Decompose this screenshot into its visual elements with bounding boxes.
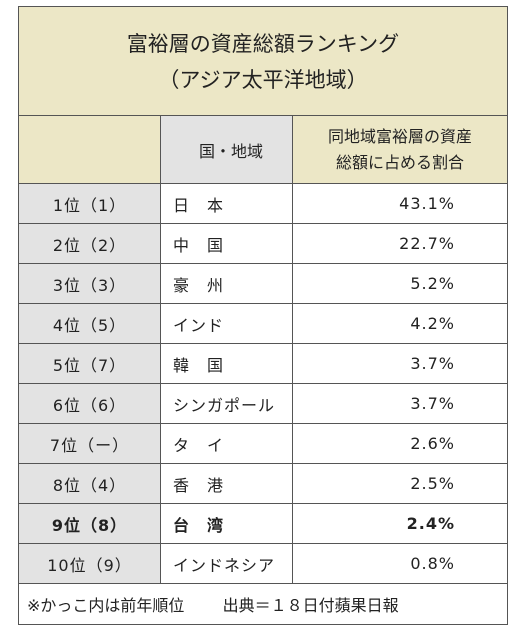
table-row: 6位（6） シンガポール 3.7% — [18, 383, 508, 424]
share-cell: 3.7% — [292, 343, 508, 384]
country-cell: 豪 州 — [160, 263, 293, 304]
rank-cell: 7位（ー） — [18, 423, 161, 464]
share-cell: 2.4% — [292, 503, 508, 544]
footer-note: ※かっこ内は前年順位 — [27, 596, 185, 615]
title-line-2: （アジア太平洋地域） — [158, 68, 368, 92]
share-cell: 4.2% — [292, 303, 508, 344]
header-country: 国・地域 — [160, 115, 293, 184]
header-rank-cell — [18, 115, 161, 184]
rank-cell: 8位（4） — [18, 463, 161, 504]
rank-cell: 2位（2） — [18, 223, 161, 264]
rank-cell: 6位（6） — [18, 383, 161, 424]
table-footer: ※かっこ内は前年順位 出典＝１８日付蘋果日報 — [18, 583, 508, 625]
country-cell: シンガポール — [160, 383, 293, 424]
share-cell: 22.7% — [292, 223, 508, 264]
country-cell: 台 湾 — [160, 503, 293, 544]
header-share: 同地域富裕層の資産 総額に占める割合 — [292, 115, 508, 184]
table-row: 7位（ー） タ イ 2.6% — [18, 423, 508, 464]
rank-cell: 10位（9） — [18, 543, 161, 584]
table-row: 10位（9） インドネシア 0.8% — [18, 543, 508, 584]
rank-cell: 3位（3） — [18, 263, 161, 304]
share-cell: 0.8% — [292, 543, 508, 584]
rank-cell: 5位（7） — [18, 343, 161, 384]
country-cell: 韓 国 — [160, 343, 293, 384]
header-share-line-2: 総額に占める割合 — [335, 152, 464, 172]
table-title: 富裕層の資産総額ランキング （アジア太平洋地域） — [18, 6, 508, 116]
country-cell: 香 港 — [160, 463, 293, 504]
table-row: 4位（5） インド 4.2% — [18, 303, 508, 344]
title-line-1: 富裕層の資産総額ランキング — [126, 32, 400, 56]
country-cell: インド — [160, 303, 293, 344]
table-row: 3位（3） 豪 州 5.2% — [18, 263, 508, 304]
footer-source: 出典＝１８日付蘋果日報 — [222, 596, 399, 615]
table-row-highlighted: 9位（8） 台 湾 2.4% — [18, 503, 508, 544]
country-cell: インドネシア — [160, 543, 293, 584]
ranking-table: 富裕層の資産総額ランキング （アジア太平洋地域） 国・地域 同地域富裕層の資産 … — [18, 6, 508, 625]
rank-cell: 4位（5） — [18, 303, 161, 344]
country-cell: 中 国 — [160, 223, 293, 264]
table-row: 5位（7） 韓 国 3.7% — [18, 343, 508, 384]
rank-cell: 9位（8） — [18, 503, 161, 544]
table-row: 2位（2） 中 国 22.7% — [18, 223, 508, 264]
share-cell: 5.2% — [292, 263, 508, 304]
table-row: 1位（1） 日 本 43.1% — [18, 183, 508, 224]
country-cell: 日 本 — [160, 183, 293, 224]
share-cell: 3.7% — [292, 383, 508, 424]
share-cell: 2.5% — [292, 463, 508, 504]
table-row: 8位（4） 香 港 2.5% — [18, 463, 508, 504]
rank-cell: 1位（1） — [18, 183, 161, 224]
header-share-line-1: 同地域富裕層の資産 — [327, 126, 472, 146]
share-cell: 2.6% — [292, 423, 508, 464]
country-cell: タ イ — [160, 423, 293, 464]
share-cell: 43.1% — [292, 183, 508, 224]
